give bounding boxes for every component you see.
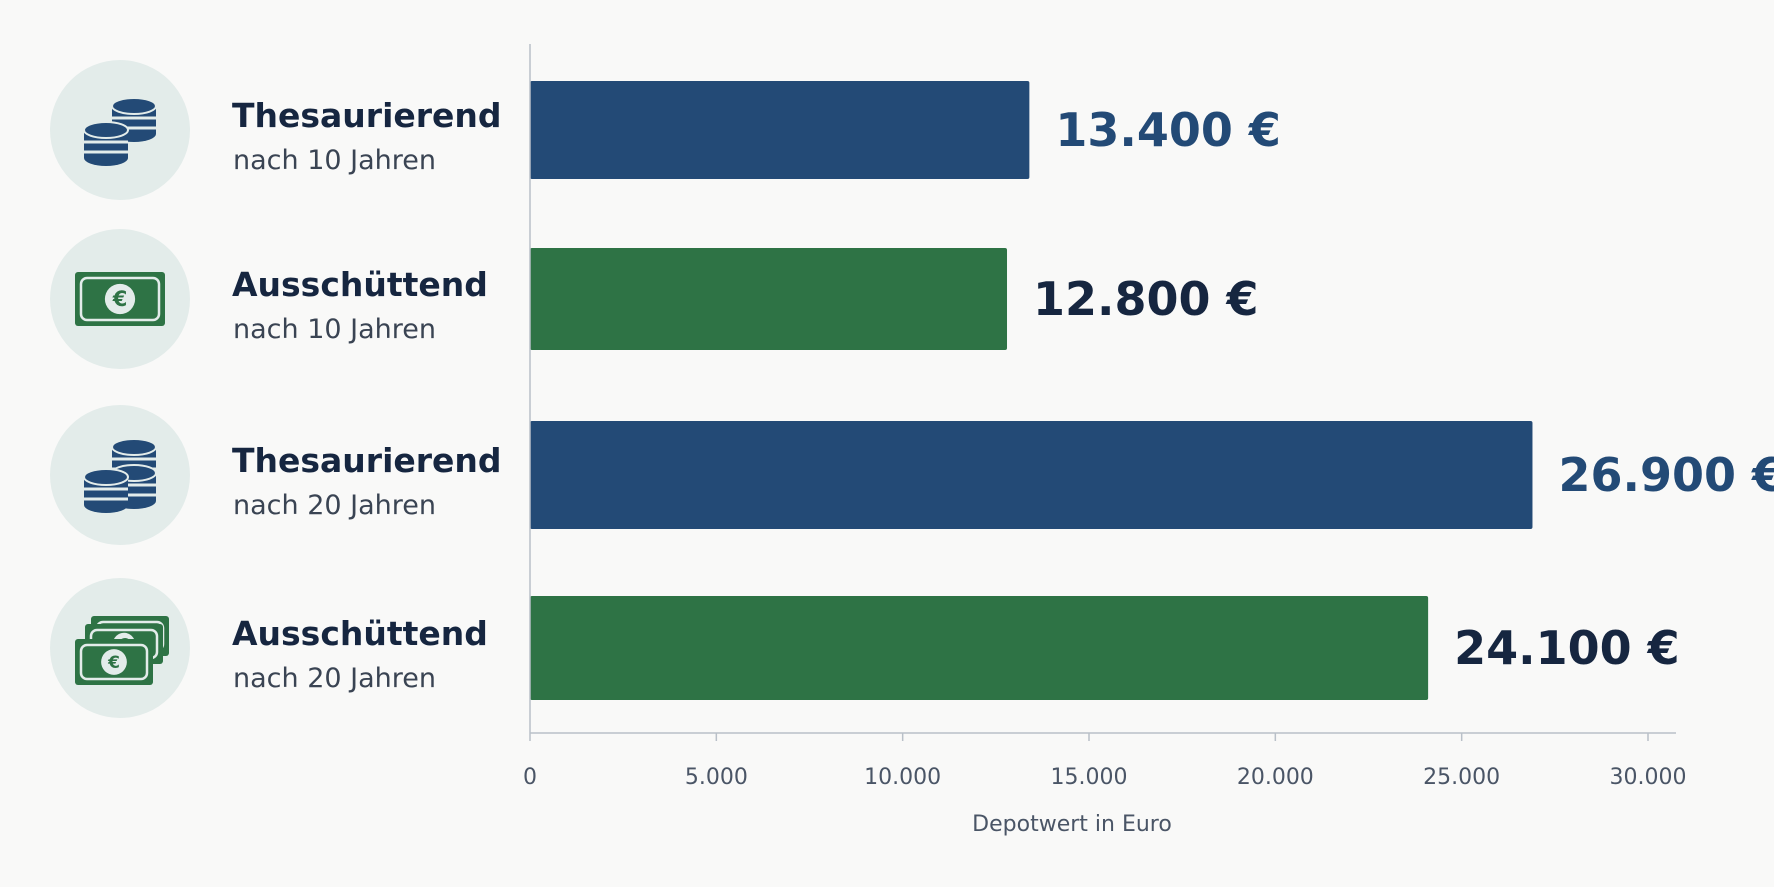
bar-value-label: 12.800 € bbox=[1033, 272, 1259, 326]
bar-value-label: 24.100 € bbox=[1454, 621, 1680, 675]
bar-value-label: 26.900 € bbox=[1558, 448, 1774, 502]
row-icon-thesaurierend-20 bbox=[50, 405, 190, 545]
x-tick-label: 20.000 bbox=[1237, 765, 1314, 790]
category-title: Thesaurierend bbox=[232, 96, 502, 135]
category-subtitle: nach 10 Jahren bbox=[233, 314, 436, 345]
bar-thesaurierend-10 bbox=[530, 81, 1030, 179]
bar-value-label: 13.400 € bbox=[1055, 103, 1281, 157]
x-tick-label: 10.000 bbox=[864, 765, 941, 790]
category-title: Ausschüttend bbox=[232, 614, 488, 653]
banknote-icon: € bbox=[75, 272, 165, 326]
banknotes-stack-icon: €€€ bbox=[75, 616, 169, 685]
category-subtitle: nach 20 Jahren bbox=[233, 490, 436, 521]
x-tick-label: 0 bbox=[523, 765, 537, 790]
x-tick-label: 30.000 bbox=[1610, 765, 1687, 790]
svg-text:€: € bbox=[112, 287, 128, 311]
category-subtitle: nach 10 Jahren bbox=[233, 145, 436, 176]
bar-ausschttend-20 bbox=[530, 596, 1429, 700]
x-tick-label: 15.000 bbox=[1051, 765, 1128, 790]
bar-thesaurierend-20 bbox=[530, 421, 1533, 529]
category-title: Thesaurierend bbox=[232, 441, 502, 480]
coins-stack-icon bbox=[83, 438, 157, 513]
x-tick-label: 5.000 bbox=[685, 765, 748, 790]
coins-icon bbox=[83, 97, 157, 166]
row-icon-ausschttend-20: €€€ bbox=[50, 578, 190, 718]
x-tick-label: 25.000 bbox=[1423, 765, 1500, 790]
bar-ausschttend-10 bbox=[530, 248, 1008, 350]
row-icon-ausschttend-10: € bbox=[50, 229, 190, 369]
row-icon-thesaurierend-10 bbox=[50, 60, 190, 200]
svg-text:€: € bbox=[107, 653, 120, 673]
category-title: Ausschüttend bbox=[232, 265, 488, 304]
x-axis-title: Depotwert in Euro bbox=[972, 812, 1172, 837]
category-subtitle: nach 20 Jahren bbox=[233, 663, 436, 694]
